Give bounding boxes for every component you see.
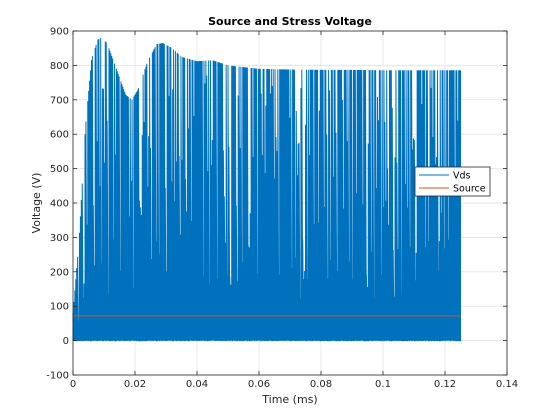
y-tick-label: 100	[50, 302, 69, 313]
y-axis-label: Voltage (V)	[30, 173, 43, 234]
legend: Vds Source	[414, 166, 491, 197]
x-tick-label: 0.12	[434, 379, 456, 390]
x-tick-label: 0.1	[375, 379, 391, 390]
legend-label-vds: Vds	[453, 171, 471, 182]
y-tick-label: 900	[50, 27, 69, 38]
y-tick-label: 700	[50, 95, 69, 106]
x-tick-label: 0.04	[186, 379, 208, 390]
x-tick-label: 0.06	[248, 379, 270, 390]
legend-label-source: Source	[453, 184, 486, 195]
legend-box	[414, 166, 491, 197]
x-tick-label: 0.02	[124, 379, 146, 390]
y-tick-label: 500	[50, 164, 69, 175]
y-tick-label: 0	[63, 336, 69, 347]
x-tick-label: 0.14	[496, 379, 518, 390]
ticks: 0 0.02 0.04 0.06 0.08 0.1 0.12 0.14-10001002003…	[46, 27, 518, 391]
y-tick-label: 600	[50, 130, 69, 141]
x-axis-label: Time (ms)	[261, 393, 317, 406]
x-tick-label: 0	[70, 379, 76, 390]
series-vds-line	[72, 37, 461, 342]
y-tick-label: 200	[50, 267, 69, 278]
y-tick-label: -100	[46, 371, 69, 382]
y-tick-label: 400	[50, 199, 69, 210]
y-tick-label: 800	[50, 61, 69, 72]
y-tick-label: 300	[50, 233, 69, 244]
chart-title: Source and Stress Voltage	[208, 15, 372, 28]
x-tick-label: 0.08	[310, 379, 332, 390]
plot-data	[72, 37, 461, 342]
